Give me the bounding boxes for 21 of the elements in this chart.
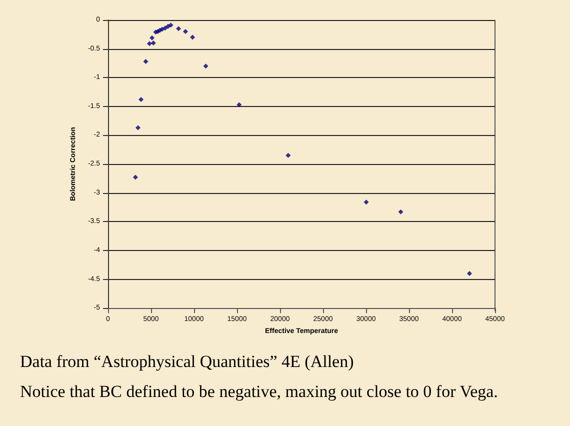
point [364, 200, 369, 205]
text: Data from “Astrophysical Quantities” 4E (Allen) [20, 352, 354, 372]
point [160, 26, 165, 32]
point [236, 102, 242, 108]
point [136, 125, 141, 130]
point [190, 34, 196, 40]
point [150, 40, 156, 46]
point [168, 22, 174, 28]
point [466, 271, 472, 276]
text: Notice that BC defined to be negative, maxing out close to 0 for Vega. [20, 382, 498, 402]
point [150, 35, 155, 40]
point [203, 64, 208, 69]
point [143, 58, 148, 64]
point [398, 209, 404, 214]
point [182, 29, 188, 34]
point [286, 152, 291, 158]
point [132, 174, 138, 180]
point [162, 26, 168, 31]
point [176, 26, 182, 32]
point [138, 97, 144, 102]
point [146, 41, 152, 46]
